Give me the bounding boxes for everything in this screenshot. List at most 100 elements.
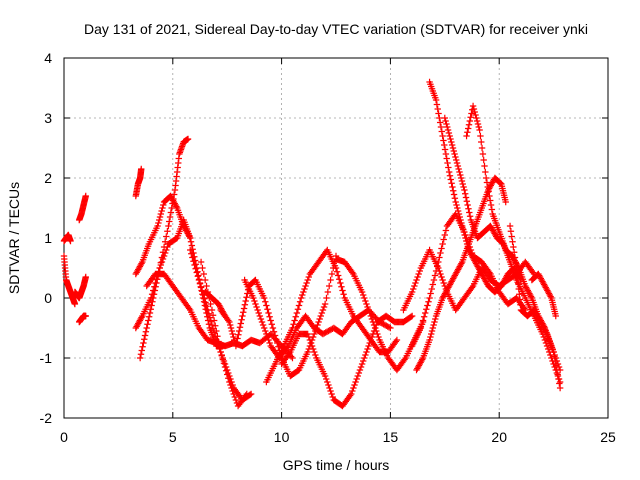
data-point bbox=[478, 138, 485, 146]
data-point bbox=[408, 288, 416, 296]
data-point bbox=[459, 225, 467, 233]
data-point bbox=[555, 375, 562, 383]
data-point bbox=[325, 381, 332, 389]
data-point bbox=[240, 309, 247, 316]
data-point bbox=[209, 312, 217, 319]
data-point bbox=[159, 204, 166, 212]
data-point bbox=[368, 333, 376, 341]
data-point bbox=[435, 110, 442, 117]
data-point bbox=[270, 328, 278, 335]
data-point bbox=[194, 273, 202, 280]
data-point bbox=[323, 294, 330, 302]
data-point bbox=[430, 276, 438, 284]
data-point bbox=[468, 284, 476, 291]
data-point bbox=[554, 371, 561, 378]
data-point bbox=[299, 291, 306, 299]
data-point bbox=[262, 298, 269, 305]
data-point bbox=[447, 135, 454, 143]
data-point bbox=[454, 204, 461, 212]
data-point bbox=[430, 321, 437, 329]
data-point bbox=[426, 336, 433, 344]
data-point bbox=[164, 243, 171, 251]
data-point bbox=[508, 233, 515, 240]
data-point bbox=[475, 123, 482, 131]
data-point bbox=[266, 339, 273, 347]
data-point bbox=[356, 366, 364, 374]
data-point bbox=[206, 314, 213, 321]
data-point bbox=[445, 129, 453, 137]
data-point bbox=[424, 302, 431, 309]
data-point bbox=[355, 369, 363, 377]
data-point bbox=[145, 313, 153, 320]
data-point bbox=[251, 297, 258, 305]
data-point bbox=[166, 213, 174, 221]
series-arc-b bbox=[60, 231, 74, 245]
data-point bbox=[294, 306, 302, 313]
series-arc-c bbox=[71, 273, 89, 302]
data-point bbox=[464, 129, 471, 136]
data-point bbox=[185, 305, 193, 312]
data-point bbox=[349, 387, 356, 395]
data-point bbox=[193, 269, 200, 276]
data-point bbox=[260, 294, 268, 302]
data-point bbox=[480, 156, 487, 164]
data-point bbox=[301, 285, 308, 293]
data-point bbox=[324, 288, 332, 296]
data-point bbox=[427, 333, 434, 341]
y-tick-label: 3 bbox=[44, 110, 52, 126]
data-point bbox=[304, 276, 311, 284]
data-point bbox=[207, 300, 214, 308]
y-tick-label: 2 bbox=[44, 170, 52, 186]
data-point bbox=[242, 392, 249, 399]
series-arc-s bbox=[413, 174, 509, 374]
data-point bbox=[432, 315, 439, 323]
data-point bbox=[556, 378, 564, 386]
data-point bbox=[190, 258, 197, 265]
series-arc-q bbox=[278, 312, 416, 410]
data-point bbox=[416, 267, 423, 275]
x-tick-label: 5 bbox=[169, 429, 177, 445]
y-tick-label: 4 bbox=[44, 50, 52, 66]
data-point bbox=[412, 279, 419, 287]
data-point bbox=[358, 288, 366, 296]
data-point bbox=[427, 290, 434, 297]
data-point bbox=[450, 147, 457, 155]
data-point bbox=[460, 183, 467, 191]
data-point bbox=[361, 354, 368, 362]
x-tick-label: 25 bbox=[600, 429, 616, 445]
data-point bbox=[461, 231, 468, 239]
data-point bbox=[156, 213, 164, 221]
data-point bbox=[445, 164, 452, 171]
data-point bbox=[364, 345, 371, 353]
data-point bbox=[71, 300, 79, 308]
data-point bbox=[434, 105, 441, 113]
data-point bbox=[436, 254, 443, 261]
data-point bbox=[363, 300, 370, 308]
data-point bbox=[464, 125, 472, 132]
data-point bbox=[437, 123, 445, 131]
data-point bbox=[217, 348, 224, 356]
data-point bbox=[189, 254, 196, 261]
data-point bbox=[327, 276, 334, 284]
data-point bbox=[486, 192, 493, 200]
data-point bbox=[333, 268, 341, 275]
data-point bbox=[227, 324, 235, 332]
data-point bbox=[449, 183, 456, 191]
data-point bbox=[152, 283, 159, 290]
data-point bbox=[431, 272, 439, 279]
series-arc-z bbox=[528, 270, 559, 320]
data-point bbox=[419, 356, 426, 363]
data-point bbox=[441, 141, 448, 149]
data-point bbox=[328, 270, 336, 278]
data-point bbox=[232, 342, 240, 350]
data-point bbox=[225, 317, 232, 324]
data-point bbox=[467, 114, 474, 121]
y-tick-label: 0 bbox=[44, 290, 52, 306]
x-tick-label: 20 bbox=[491, 429, 507, 445]
data-point bbox=[466, 213, 474, 220]
y-tick-label: 1 bbox=[44, 230, 52, 246]
data-point bbox=[142, 328, 150, 335]
data-point bbox=[426, 294, 433, 302]
data-point bbox=[82, 192, 89, 200]
data-point bbox=[468, 110, 475, 117]
